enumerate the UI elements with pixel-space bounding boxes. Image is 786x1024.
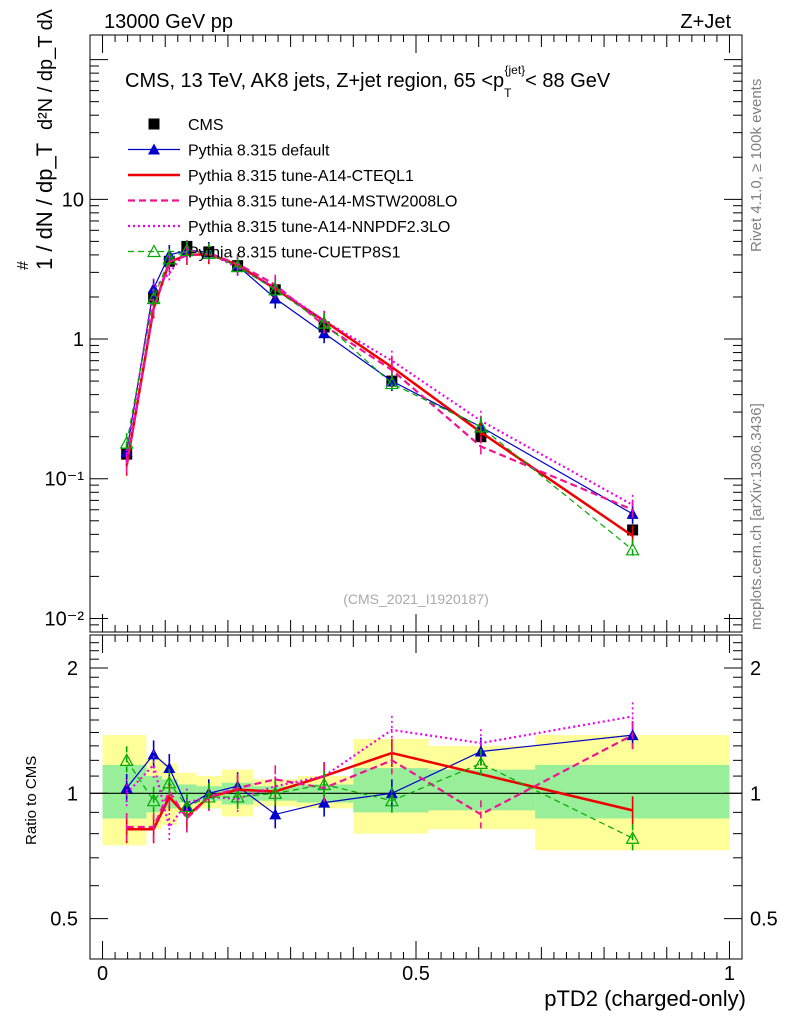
ratio-point-cuetp8s1 <box>473 756 488 769</box>
main-series-cms <box>121 240 639 536</box>
main-series-nnpdf <box>125 239 634 515</box>
ratio-ytick-label: 0.5 <box>50 909 78 931</box>
xtick-label: 0 <box>97 963 108 985</box>
main-point-cuetp8s1 <box>230 259 245 273</box>
main-line-mstw <box>125 252 634 511</box>
band-green-9 <box>428 769 536 811</box>
legend-item-cteql1: Pythia 8.315 tune-A14-CTEQL1 <box>128 168 414 185</box>
header-left: 13000 GeV pp <box>104 11 233 33</box>
ratio-point-cuetp8s1 <box>119 753 134 766</box>
ratio-ytick-label-right: 2 <box>750 658 761 680</box>
ratio-point-cuetp8s1 <box>384 793 399 807</box>
title-sub: T <box>504 86 512 100</box>
ratio-series-cuetp8s1 <box>119 746 640 853</box>
legend: CMS Pythia 8.315 default Pythia 8.315 tune… <box>128 117 457 262</box>
ratio-point-default <box>385 787 398 799</box>
header-right: Z+Jet <box>680 11 731 33</box>
main-ytick-label: 10⁻¹ <box>45 469 85 491</box>
main-series-mstw <box>125 243 634 520</box>
main-point-cuetp8s1 <box>473 419 488 433</box>
ratio-series-layer <box>119 702 640 853</box>
main-series-default <box>120 240 639 524</box>
ratio-ylabel: Ratio to CMS <box>23 756 40 845</box>
ratio-point-cuetp8s1 <box>268 786 283 799</box>
ratio-ytick-label: 2 <box>67 658 78 680</box>
legend-marker-cms <box>148 118 160 130</box>
legend-label-cteql1: Pythia 8.315 tune-A14-CTEQL1 <box>188 168 414 185</box>
legend-label-cuetp8s1: Pythia 8.315 tune-CUETP8S1 <box>188 245 401 262</box>
legend-item-default: Pythia 8.315 default <box>128 143 330 160</box>
legend-item-mstw: Pythia 8.315 tune-A14-MSTW2008LO <box>128 194 457 211</box>
ratio-point-cuetp8s1 <box>162 775 177 789</box>
main-point-cuetp8s1 <box>146 291 161 305</box>
ylabel-inner: d²N / dp_T dλ <box>35 9 57 130</box>
legend-marker-default <box>148 143 160 155</box>
axes: 10⁻² 10⁻¹ 1 10 0.5 0.5 1 1 2 2 0 0.5 1 <box>45 34 778 985</box>
main-ytick-label: 10⁻² <box>45 608 85 630</box>
main-line-nnpdf <box>125 248 634 506</box>
title-end: < 88 GeV <box>525 70 611 92</box>
main-ytick-label: 10 <box>62 189 84 211</box>
ratio-point-default <box>318 796 331 808</box>
main-point-cuetp8s1 <box>317 315 332 329</box>
ratio-point-cuetp8s1 <box>179 799 194 813</box>
title-main: CMS, 13 TeV, AK8 jets, Z+jet region, 65 … <box>125 70 504 92</box>
ratio-point-default <box>147 748 160 760</box>
xtick-label: 0.5 <box>402 963 430 985</box>
ratio-point-cuetp8s1 <box>201 789 216 803</box>
main-series-cteql1 <box>125 244 634 546</box>
x-axis-label: pTD2 (charged-only) <box>544 986 746 1011</box>
legend-label-default: Pythia 8.315 default <box>188 143 330 160</box>
ratio-series-nnpdf <box>125 702 634 842</box>
chart-title: CMS, 13 TeV, AK8 jets, Z+jet region, 65 … <box>125 63 611 100</box>
main-point-cuetp8s1 <box>625 542 640 556</box>
mcplots-label: mcplots.cern.ch [arXiv:1306.3436] <box>748 403 765 630</box>
legend-label-mstw: Pythia 8.315 tune-A14-MSTW2008LO <box>188 194 457 211</box>
legend-marker-cuetp8s1 <box>146 244 162 258</box>
main-point-cuetp8s1 <box>268 282 283 296</box>
main-series-layer <box>119 239 640 560</box>
ratio-line-nnpdf <box>125 715 633 830</box>
ratio-point-default <box>120 781 133 793</box>
rivet-label: Rivet 4.1.0, ≥ 100k events <box>748 79 765 252</box>
main-ylabel: 1 / dN / dp_T # d²N / dp_T dλ <box>15 9 57 270</box>
main-point-cuetp8s1 <box>201 246 216 260</box>
main-point-cuetp8s1 <box>119 435 134 449</box>
legend-item-nnpdf: Pythia 8.315 tune-A14-NNPDF2.3LO <box>128 219 450 236</box>
legend-label-cms: CMS <box>188 117 224 134</box>
ratio-point-cuetp8s1 <box>317 777 332 791</box>
ratio-ytick-label-right: 0.5 <box>750 909 778 931</box>
legend-item-cms: CMS <box>148 117 224 134</box>
main-line-cuetp8s1 <box>126 249 633 551</box>
analysis-watermark: (CMS_2021_I1920187) <box>343 591 489 607</box>
ratio-ytick-label-right: 1 <box>750 783 761 805</box>
main-point-cuetp8s1 <box>179 243 194 257</box>
ratio-uncertainty-bands <box>102 735 730 851</box>
main-point-cuetp8s1 <box>162 251 177 265</box>
legend-item-cuetp8s1: Pythia 8.315 tune-CUETP8S1 <box>128 244 401 262</box>
main-point-cuetp8s1 <box>384 376 399 390</box>
ylabel-outer: 1 / dN / dp_T <box>32 143 57 270</box>
title-sup2: } <box>521 63 525 77</box>
ratio-ytick-label: 1 <box>67 783 78 805</box>
main-line-default <box>126 249 633 515</box>
svg-text:CMS, 13 TeV, AK8 jets, Z+jet r: CMS, 13 TeV, AK8 jets, Z+jet region, 65 … <box>125 63 611 100</box>
xtick-label: 1 <box>724 963 735 985</box>
ratio-point-cuetp8s1 <box>625 830 640 844</box>
ratio-point-default <box>269 808 282 820</box>
ratio-point-default <box>163 762 176 774</box>
legend-label-nnpdf: Pythia 8.315 tune-A14-NNPDF2.3LO <box>188 219 450 236</box>
ratio-point-cuetp8s1 <box>230 789 245 803</box>
main-ytick-label: 1 <box>73 329 84 351</box>
main-series-cuetp8s1 <box>119 240 640 560</box>
ylabel-hash-outer: # <box>15 261 32 270</box>
title-sup: {jet <box>504 63 521 77</box>
ratio-point-cuetp8s1 <box>146 793 161 807</box>
main-line-cteql1 <box>125 252 634 537</box>
